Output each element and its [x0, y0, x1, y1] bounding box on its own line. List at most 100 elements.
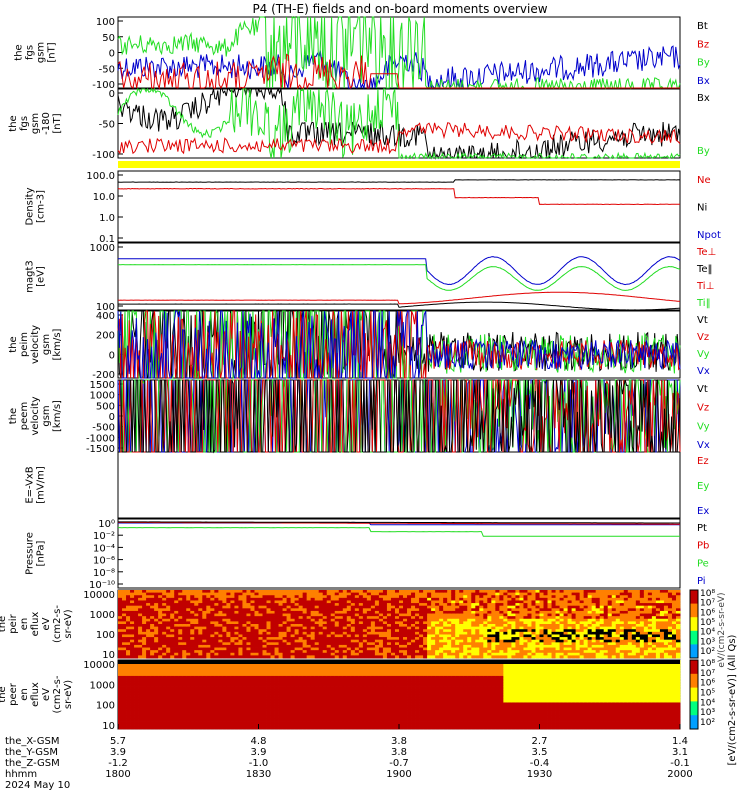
spectrogram-cell — [158, 726, 163, 730]
spectrogram-cell — [595, 629, 601, 633]
spectrogram-cell — [234, 621, 239, 625]
spectrogram-cell — [559, 626, 564, 630]
spectrogram-cell — [262, 726, 267, 730]
spectrogram-cell — [443, 595, 448, 599]
spectrogram-cell — [675, 621, 681, 625]
spectrogram-cell — [635, 603, 641, 607]
spectrogram-cell — [158, 605, 163, 609]
spectrogram-cell — [118, 642, 123, 646]
spectrogram-cell — [527, 631, 532, 635]
spectrogram-cell — [286, 610, 292, 614]
spectrogram-cell — [218, 597, 223, 601]
spectrogram-cell — [467, 637, 472, 641]
spectrogram-cell — [535, 597, 540, 601]
spectrogram-cell — [394, 600, 400, 604]
spectrogram-cell — [559, 610, 564, 614]
spectrogram-cell — [230, 634, 235, 638]
spectrogram-cell — [675, 595, 681, 599]
spectrogram-cell — [158, 683, 163, 687]
spectrogram-cell — [591, 597, 597, 601]
spectrogram-cell — [599, 655, 605, 659]
spectrogram-cell — [250, 647, 255, 651]
spectrogram-cell — [214, 626, 219, 630]
spectrogram-cell — [130, 678, 135, 682]
spectrogram-cell — [146, 608, 151, 612]
spectrogram-cell — [439, 626, 444, 630]
spectrogram-cell — [475, 600, 480, 604]
spectrogram-cell — [254, 655, 259, 659]
spectrogram-cell — [579, 608, 585, 612]
spectrogram-cell — [230, 650, 235, 654]
spectrogram-cell — [555, 621, 560, 625]
spectrogram-cell — [206, 616, 211, 620]
spectrogram-cell — [178, 624, 183, 628]
spectrogram-cell — [611, 590, 617, 594]
spectrogram-cell — [619, 608, 625, 612]
spectrogram-cell — [230, 595, 235, 599]
spectrogram-cell — [290, 673, 296, 677]
spectrogram-cell — [399, 618, 404, 622]
spectrogram-cell — [587, 616, 593, 620]
spectrogram-cell — [595, 652, 601, 656]
spectrogram-cell — [527, 637, 532, 641]
spectrogram-cell — [663, 616, 669, 620]
spectrogram-cell — [254, 605, 259, 609]
spectrogram-cell — [567, 642, 573, 646]
spectrogram-cell — [531, 600, 536, 604]
spectrogram-cell — [394, 613, 400, 617]
spectrogram-cell — [543, 605, 548, 609]
spectrogram-cell — [475, 631, 480, 635]
spectrogram-cell — [190, 678, 195, 682]
spectrogram-cell — [210, 683, 215, 687]
spectrogram-cell — [326, 644, 332, 648]
spectrogram-cell — [639, 631, 645, 635]
spectrogram-cell — [439, 616, 444, 620]
spectrogram-cell — [539, 605, 544, 609]
spectrogram-cell — [310, 631, 316, 635]
spectrogram-cell — [174, 626, 179, 630]
spectrogram-cell — [431, 592, 436, 596]
spectrogram-cell — [483, 650, 488, 654]
spectrogram-cell — [507, 639, 512, 643]
spectrogram-cell — [258, 592, 263, 596]
spectrogram-cell — [162, 644, 167, 648]
spectrogram-cell — [254, 662, 259, 666]
spectrogram-cell — [631, 652, 637, 656]
spectrogram-cell — [431, 642, 436, 646]
spectrogram-cell — [174, 610, 179, 614]
spectrogram-cell — [162, 681, 167, 685]
spectrogram-cell — [571, 608, 577, 612]
spectrogram-cell — [354, 605, 360, 609]
spectrogram-cell — [222, 600, 227, 604]
spectrogram-cell — [447, 629, 452, 633]
spectrogram-cell — [599, 618, 605, 622]
spectrogram-cell — [527, 634, 532, 638]
spectrogram-cell — [390, 618, 396, 622]
spectrogram-cell — [154, 710, 159, 714]
spectrogram-cell — [290, 595, 296, 599]
spectrogram-cell — [378, 652, 384, 656]
spectrogram-cell — [182, 683, 187, 687]
spectrogram-cell — [178, 595, 183, 599]
spectrogram-cell — [246, 624, 251, 628]
spectrogram-cell — [218, 723, 223, 727]
spectrogram-cell — [134, 616, 139, 620]
spectrogram-cell — [579, 650, 585, 654]
spectrogram-cell — [559, 608, 564, 612]
spectrogram-cell — [214, 678, 219, 682]
spectrogram-cell — [507, 603, 512, 607]
spectrogram-cell — [631, 621, 637, 625]
spectrogram-cell — [134, 608, 139, 612]
spectrogram-cell — [126, 637, 131, 641]
spectrogram-cell — [635, 634, 641, 638]
spectrogram-cell — [443, 629, 448, 633]
spectrogram-cell — [342, 600, 348, 604]
spectrogram-cell — [338, 603, 344, 607]
spectrogram-cell — [415, 608, 420, 612]
spectrogram-cell — [138, 608, 143, 612]
spectrogram-cell — [294, 699, 300, 703]
spectrogram-cell — [166, 642, 171, 646]
spectrogram-cell — [146, 675, 151, 679]
spectrogram-cell — [126, 702, 131, 706]
spectrogram-cell — [615, 655, 621, 659]
